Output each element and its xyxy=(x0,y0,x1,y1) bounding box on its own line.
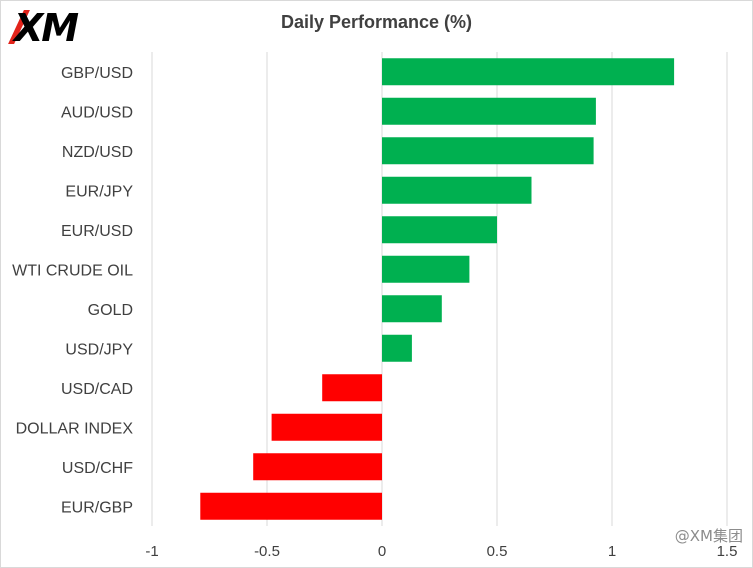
category-label: AUD/USD xyxy=(61,104,133,121)
category-label: EUR/USD xyxy=(61,223,133,240)
category-label: USD/CAD xyxy=(61,381,133,398)
bar xyxy=(322,374,382,402)
x-tick-label: 0.5 xyxy=(487,543,508,560)
category-label: DOLLAR INDEX xyxy=(16,420,134,437)
chart-title: Daily Performance (%) xyxy=(280,12,473,32)
category-label: EUR/JPY xyxy=(65,183,133,200)
bar xyxy=(253,453,382,481)
category-label: EUR/GBP xyxy=(61,499,133,516)
bar xyxy=(382,176,532,204)
category-label: GOLD xyxy=(88,302,133,319)
bar xyxy=(382,216,497,244)
category-label: USD/CHF xyxy=(62,460,133,477)
x-tick-label: 1.5 xyxy=(717,543,738,560)
bar xyxy=(271,413,382,441)
x-tick-label: 0 xyxy=(378,543,386,560)
x-tick-label: -0.5 xyxy=(254,543,280,560)
category-label: USD/JPY xyxy=(65,341,133,358)
bar xyxy=(382,334,412,362)
bar xyxy=(382,255,470,283)
bar xyxy=(382,137,594,165)
xm-logo: XM xyxy=(14,6,79,50)
bar xyxy=(200,492,382,520)
category-label: GBP/USD xyxy=(61,65,133,82)
category-label: NZD/USD xyxy=(62,144,133,161)
bar xyxy=(382,97,596,125)
watermark: @XM集团 xyxy=(674,527,743,545)
category-label: WTI CRUDE OIL xyxy=(12,262,133,279)
bar xyxy=(382,58,675,86)
x-tick-label: 1 xyxy=(608,543,616,560)
bar xyxy=(382,295,442,323)
x-tick-label: -1 xyxy=(145,543,158,560)
